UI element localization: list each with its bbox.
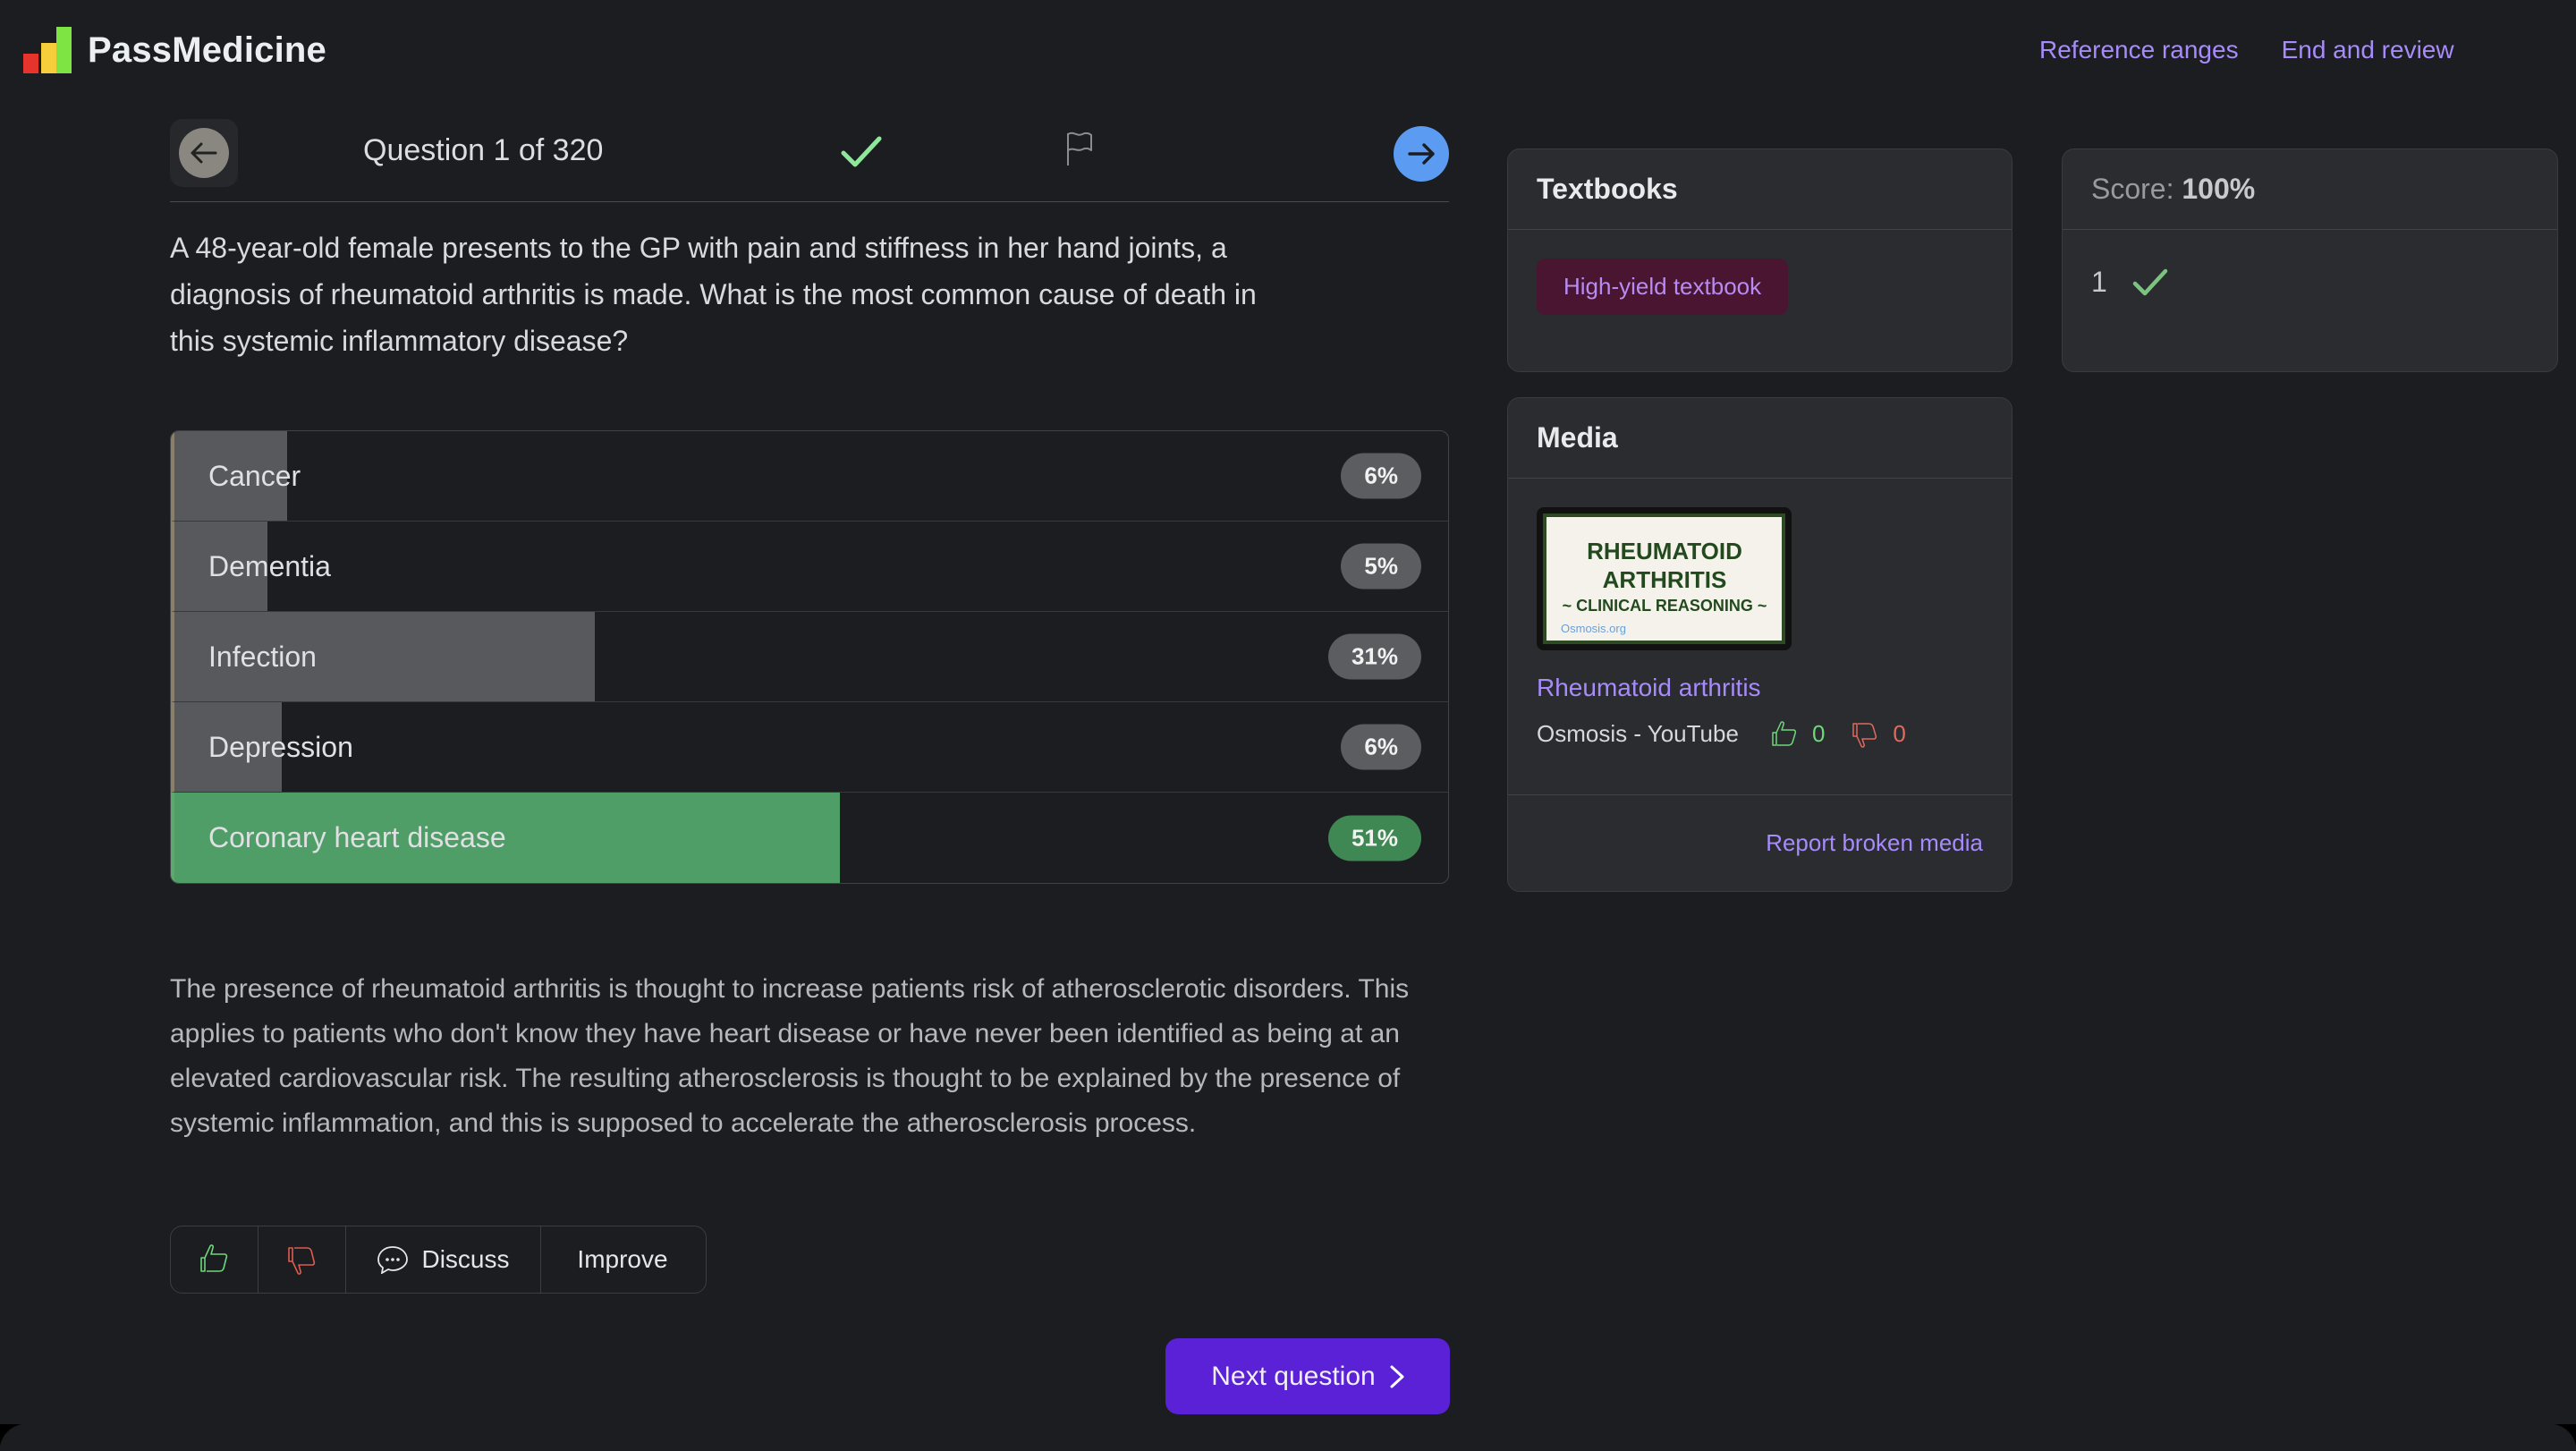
svg-text:~ CLINICAL REASONING ~: ~ CLINICAL REASONING ~ [1562, 597, 1767, 615]
svg-text:RHEUMATOID: RHEUMATOID [1587, 538, 1742, 564]
svg-text:Osmosis.org: Osmosis.org [1561, 622, 1626, 635]
svg-text:ARTHRITIS: ARTHRITIS [1602, 566, 1726, 593]
